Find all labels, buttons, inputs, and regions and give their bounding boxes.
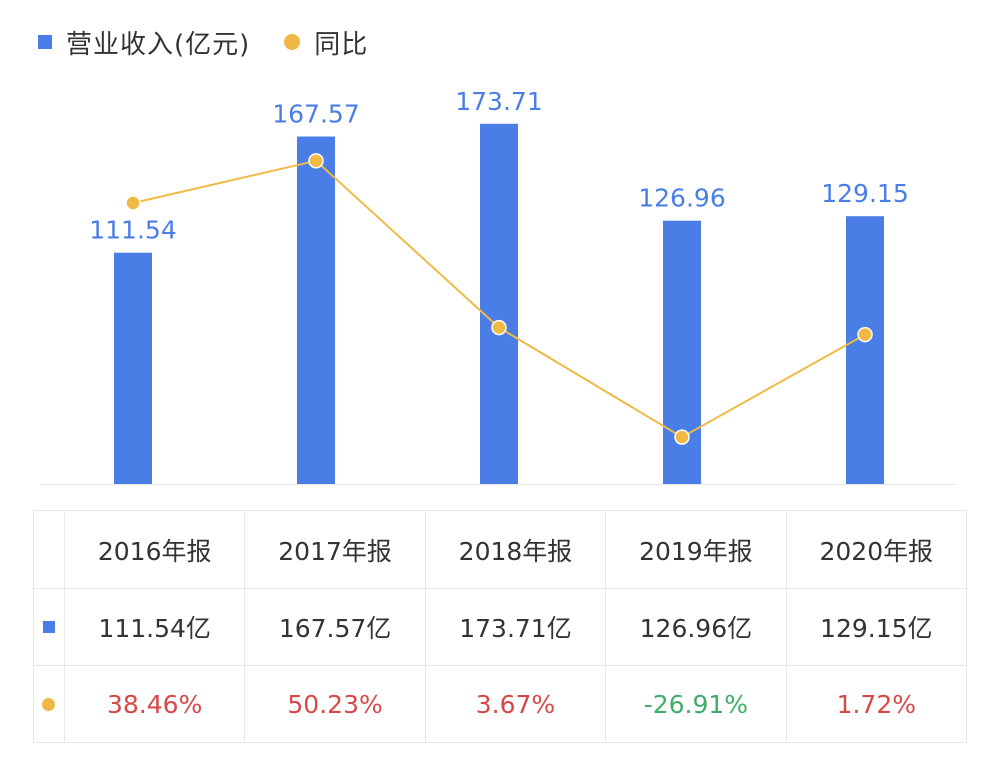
table-cell-yoy: -26.91% (606, 666, 787, 743)
legend-yoy-label: 同比 (314, 29, 369, 60)
yoy-point (857, 326, 873, 343)
table-header-cell: 2020年报 (786, 511, 967, 589)
yoy-point (491, 319, 507, 336)
revenue-bar (114, 252, 152, 484)
table-cell-revenue: 126.96亿 (606, 589, 787, 666)
data-table: 2016年报 2017年报 2018年报 2019年报 2020年报 111.5… (33, 510, 967, 743)
yoy-dot-icon (42, 697, 56, 711)
table-cell-yoy: 1.72% (786, 666, 967, 743)
table-row-yoy: 38.46% 50.23% 3.67% -26.91% 1.72% (34, 666, 967, 743)
table-cell-revenue: 111.54亿 (64, 589, 246, 666)
revenue-marker-cell (34, 589, 65, 666)
table-row-revenue: 111.54亿 167.57亿 173.71亿 126.96亿 129.15亿 (34, 589, 967, 666)
bar-value-label: 111.54 (89, 216, 176, 245)
table-cell-revenue: 129.15亿 (786, 589, 967, 666)
table-cell-yoy: 3.67% (425, 666, 607, 743)
legend-line-swatch (284, 34, 301, 50)
revenue-chart: 111.54 167.57 173.71 126.96 129.15 (40, 87, 955, 485)
revenue-square-icon (42, 621, 55, 633)
legend-item-revenue[interactable]: 营业收入(亿元) (38, 24, 250, 61)
table-corner-cell (34, 511, 65, 589)
revenue-bar (297, 136, 335, 484)
legend-item-yoy[interactable]: 同比 (284, 24, 368, 61)
yoy-marker-cell (34, 666, 65, 743)
bar-value-label: 129.15 (821, 179, 908, 208)
table-cell-revenue: 167.57亿 (245, 589, 426, 666)
revenue-bar (846, 216, 884, 484)
table-header-cell: 2017年报 (245, 511, 426, 589)
bar-value-label: 173.71 (455, 87, 542, 116)
legend-revenue-label: 营业收入(亿元) (66, 29, 251, 60)
table-header-cell: 2018年报 (425, 511, 607, 589)
table-cell-revenue: 173.71亿 (425, 589, 607, 666)
legend-bar-swatch (38, 35, 52, 49)
table-cell-yoy: 50.23% (245, 666, 426, 743)
table-header-cell: 2019年报 (606, 511, 787, 589)
yoy-point (674, 429, 690, 445)
revenue-bar (480, 123, 518, 484)
table-header-row: 2016年报 2017年报 2018年报 2019年报 2020年报 (34, 511, 967, 589)
table-header-cell: 2016年报 (64, 511, 246, 589)
table-cell-yoy: 38.46% (64, 666, 246, 743)
bar-value-label: 126.96 (638, 184, 725, 213)
bar-value-label: 167.57 (272, 100, 359, 129)
yoy-point (125, 195, 141, 211)
yoy-point (308, 153, 324, 169)
chart-legend: 营业收入(亿元) 同比 (38, 24, 402, 60)
